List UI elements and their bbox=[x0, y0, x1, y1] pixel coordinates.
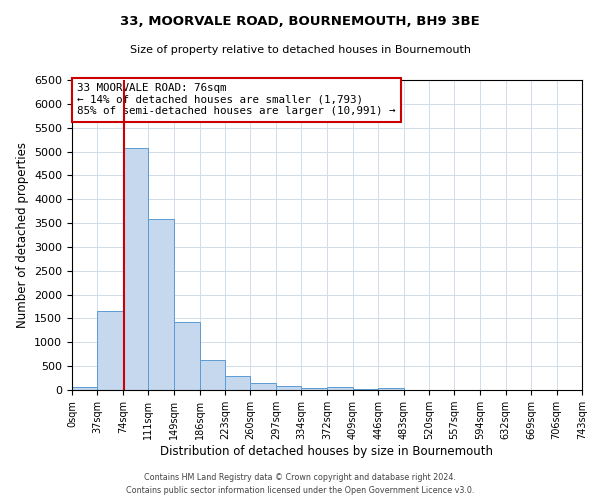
Bar bbox=[97, 312, 123, 390]
Bar bbox=[123, 148, 148, 390]
Bar bbox=[72, 386, 97, 390]
Bar bbox=[250, 383, 276, 390]
Bar bbox=[353, 389, 378, 390]
Bar bbox=[200, 360, 225, 390]
Y-axis label: Number of detached properties: Number of detached properties bbox=[16, 142, 29, 328]
Bar bbox=[328, 387, 353, 390]
Text: Contains HM Land Registry data © Crown copyright and database right 2024.: Contains HM Land Registry data © Crown c… bbox=[144, 474, 456, 482]
Bar bbox=[378, 388, 404, 390]
Bar bbox=[225, 376, 250, 390]
Text: Size of property relative to detached houses in Bournemouth: Size of property relative to detached ho… bbox=[130, 45, 470, 55]
Bar bbox=[148, 219, 174, 390]
Text: 33 MOORVALE ROAD: 76sqm
← 14% of detached houses are smaller (1,793)
85% of semi: 33 MOORVALE ROAD: 76sqm ← 14% of detache… bbox=[77, 83, 395, 116]
Bar bbox=[174, 322, 200, 390]
Bar bbox=[301, 388, 328, 390]
X-axis label: Distribution of detached houses by size in Bournemouth: Distribution of detached houses by size … bbox=[161, 445, 493, 458]
Text: Contains public sector information licensed under the Open Government Licence v3: Contains public sector information licen… bbox=[126, 486, 474, 495]
Text: 33, MOORVALE ROAD, BOURNEMOUTH, BH9 3BE: 33, MOORVALE ROAD, BOURNEMOUTH, BH9 3BE bbox=[120, 15, 480, 28]
Bar bbox=[276, 386, 301, 390]
